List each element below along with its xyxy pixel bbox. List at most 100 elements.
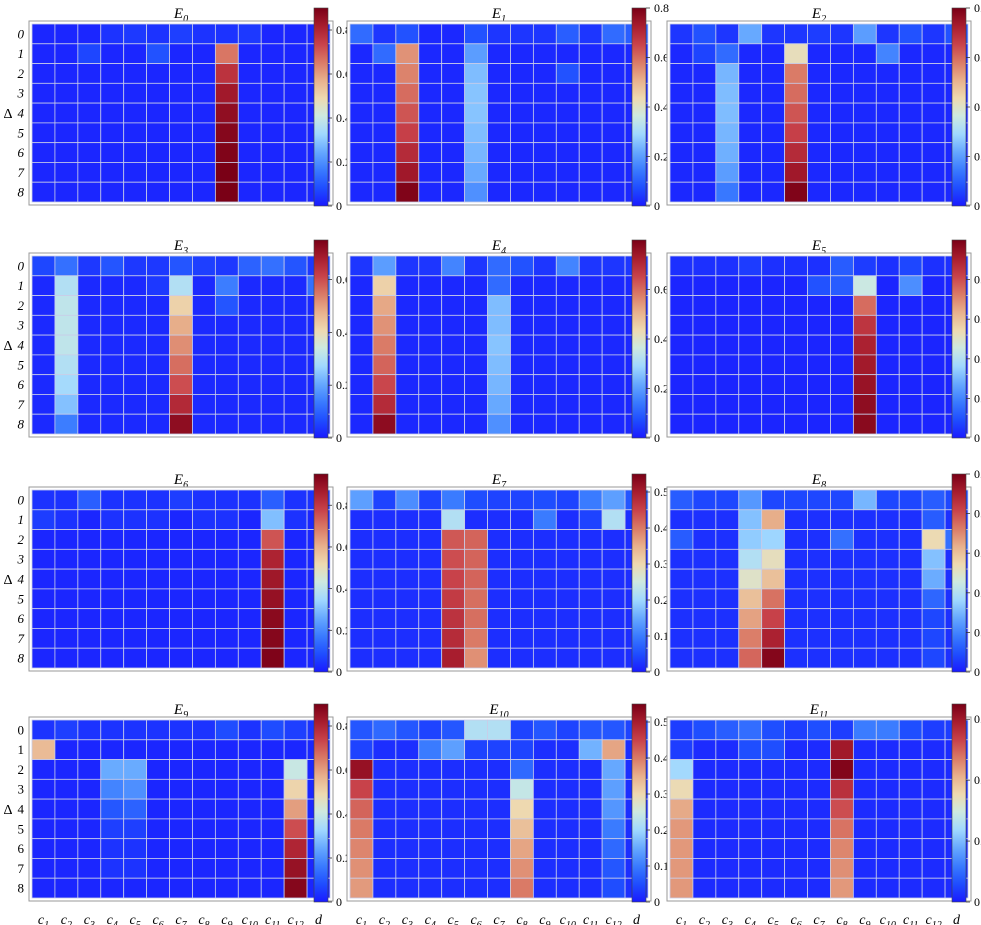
heatmap-cell [487, 354, 511, 376]
heatmap-cell [532, 122, 557, 144]
heatmap-cell [830, 63, 854, 84]
heatmap-cell [738, 374, 763, 395]
heatmap-cell [100, 548, 125, 570]
heatmap-cell [123, 509, 148, 530]
heatmap-cell [830, 43, 854, 64]
heatmap-cell [283, 568, 308, 590]
x-tick-label: d [315, 913, 323, 925]
heatmap-cell [921, 122, 946, 144]
y-tick-label: 1 [18, 742, 25, 757]
heatmap-cell [123, 142, 148, 163]
heatmap-cell [395, 354, 420, 376]
heatmap-cell [830, 82, 854, 104]
colorbar-tick-label: 0.6 [974, 312, 981, 326]
heatmap-cell [784, 413, 808, 435]
heatmap-cell [807, 489, 831, 511]
heatmap-cell [852, 82, 877, 104]
heatmap-cell [395, 255, 420, 277]
heatmap-cell [418, 529, 443, 550]
heatmap-cell [283, 529, 308, 550]
heatmap-cell [395, 548, 420, 570]
heatmap-cell [100, 374, 125, 395]
heatmap-cell [441, 548, 466, 570]
heatmap-cell [601, 719, 626, 741]
heatmap-cell [555, 374, 580, 395]
heatmap-cell [898, 63, 923, 84]
heatmap-cell [260, 181, 285, 203]
heatmap-cell [169, 509, 193, 530]
heatmap-cell [214, 778, 239, 800]
heatmap-cell [532, 548, 557, 570]
heatmap-cell [738, 23, 763, 45]
heatmap-cell [669, 798, 694, 820]
heatmap-cell [807, 778, 831, 800]
heatmap-cell [283, 43, 308, 64]
heatmap-cell [418, 798, 443, 820]
heatmap-cell [77, 181, 102, 203]
heatmap-cell [372, 489, 397, 511]
heatmap-cell [601, 548, 626, 570]
heatmap-cell [192, 122, 216, 144]
heatmap-cell [875, 719, 900, 741]
heatmap-cell [487, 314, 511, 336]
y-tick-label: 0 [18, 26, 25, 41]
heatmap-cell [441, 122, 466, 144]
heatmap-cell [214, 509, 239, 530]
heatmap-cell [54, 162, 79, 183]
heatmap-cell [510, 23, 534, 45]
heatmap-cell [349, 413, 374, 435]
heatmap-cell [77, 877, 102, 899]
heatmap-cell [349, 548, 374, 570]
heatmap-cell [784, 122, 808, 144]
heatmap-cell [692, 102, 717, 124]
heatmap-cell [807, 647, 831, 669]
heatmap-cell [487, 548, 511, 570]
y-axis-label: Δ [3, 803, 12, 818]
heatmap-cell [784, 719, 808, 741]
heatmap-cell [898, 838, 923, 859]
heatmap-cell [807, 838, 831, 859]
heatmap-cell [214, 798, 239, 820]
heatmap-cell [898, 394, 923, 415]
heatmap-cell [555, 838, 580, 859]
heatmap-cell [669, 818, 694, 840]
heatmap-cell [192, 628, 216, 649]
heatmap-cell [761, 43, 786, 64]
heatmap-cell [807, 63, 831, 84]
heatmap-cell [555, 142, 580, 163]
heatmap-cell [100, 877, 125, 899]
heatmap-cell [532, 255, 557, 277]
colorbar-tick-label: 0.4 [654, 751, 669, 765]
heatmap-cell [372, 142, 397, 163]
heatmap-cell [418, 413, 443, 435]
heatmap-cell [875, 374, 900, 395]
heatmap-cell [761, 759, 786, 780]
heatmap-cell [237, 529, 262, 550]
heatmap-cell [372, 43, 397, 64]
heatmap-cell [464, 275, 488, 296]
heatmap-cell [283, 798, 308, 820]
heatmap-cell [852, 43, 877, 64]
heatmap-cell [852, 394, 877, 415]
heatmap-cell [77, 858, 102, 879]
heatmap-cell [77, 509, 102, 530]
heatmap-cell [761, 23, 786, 45]
heatmap-cell [441, 142, 466, 163]
heatmap-cell [532, 739, 557, 760]
heatmap-cell [761, 63, 786, 84]
colorbar-tick-label: 0.4 [974, 100, 981, 114]
heatmap-cell [100, 275, 125, 296]
heatmap-cell [192, 63, 216, 84]
heatmap-cell [784, 314, 808, 336]
y-tick-label: 2 [18, 298, 25, 313]
heatmap-cell [715, 548, 740, 570]
heatmap-cell [192, 334, 216, 356]
y-tick-label: 3 [17, 318, 25, 333]
heatmap-cell [555, 818, 580, 840]
heatmap-cell [532, 275, 557, 296]
heatmap-cell [807, 608, 831, 629]
heatmap-cell [214, 529, 239, 550]
heatmap-cell [372, 255, 397, 277]
heatmap-cell [692, 43, 717, 64]
heatmap-cell [669, 275, 694, 296]
